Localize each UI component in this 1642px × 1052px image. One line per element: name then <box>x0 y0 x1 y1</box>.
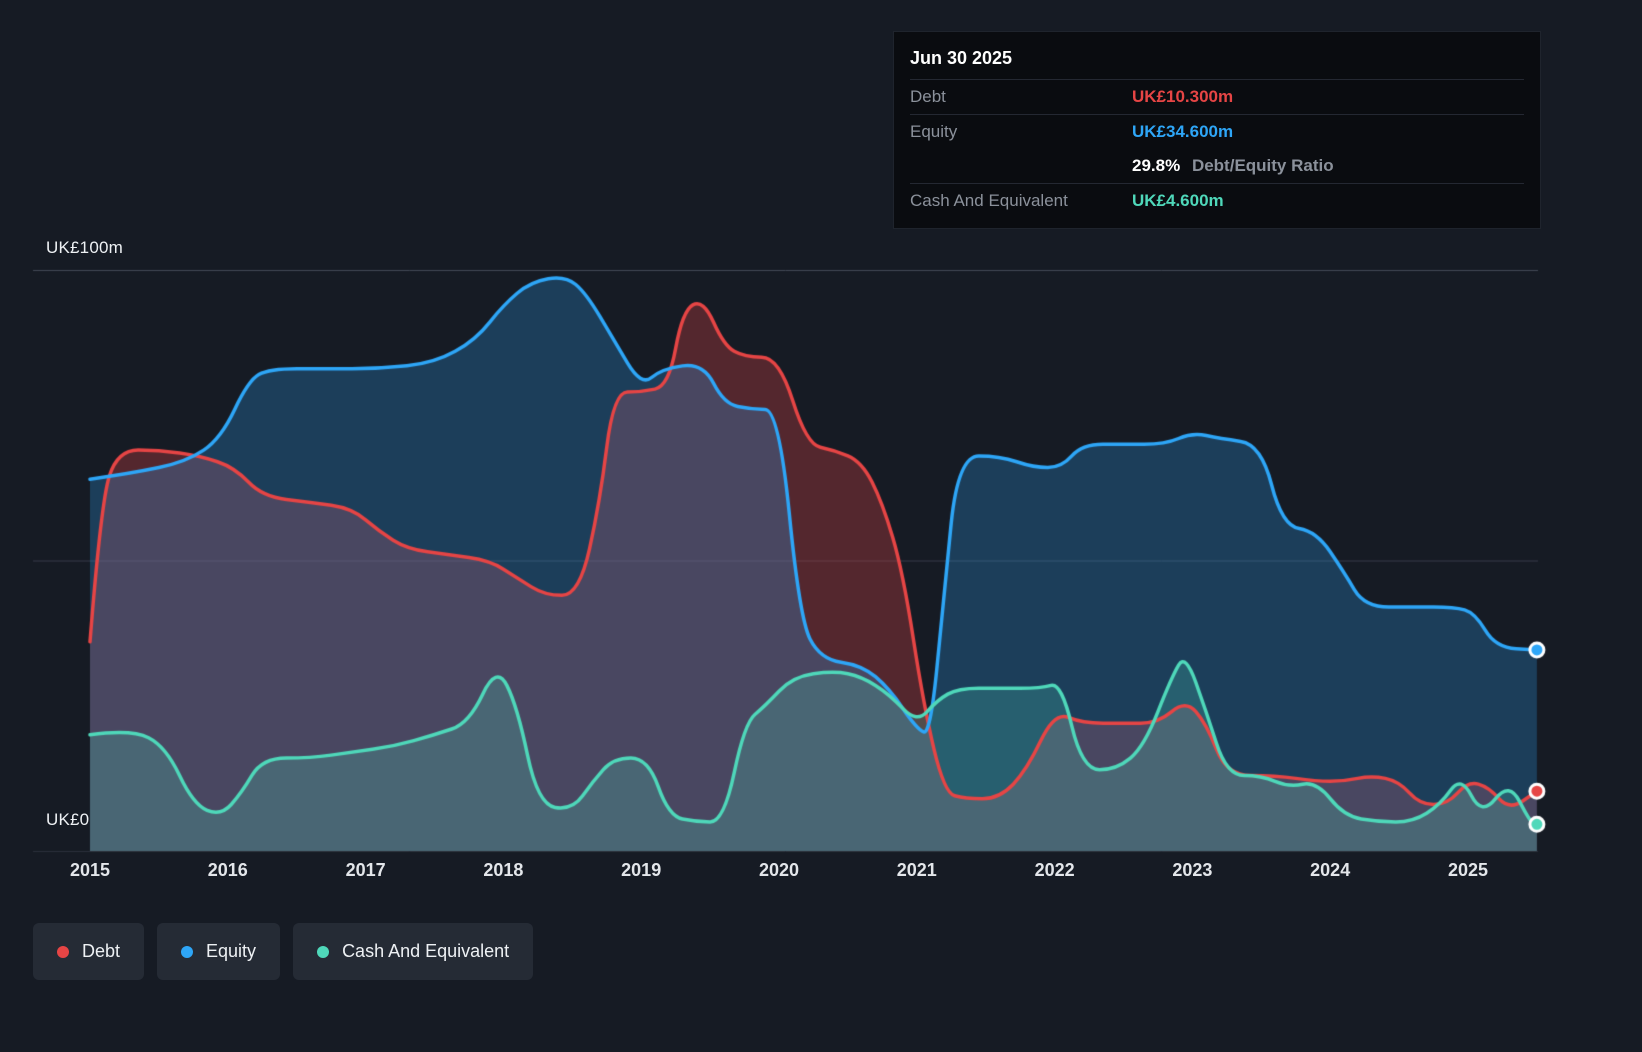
legend-cash-label: Cash And Equivalent <box>342 941 510 961</box>
x-tick: 2015 <box>69 860 111 880</box>
y-axis-label-bottom: UK£0 <box>46 810 90 829</box>
legend-chip-equity[interactable]: Equity <box>157 923 281 980</box>
x-tick: 2024 <box>1310 860 1351 880</box>
tooltip-debt-value: UK£10.300m <box>1132 87 1234 106</box>
x-axis: 2015 2016 2017 2018 2019 2020 2021 2022 2023 2024… <box>0 860 1642 890</box>
tooltip-equity-label: Equity <box>910 122 958 141</box>
debt-dot-icon <box>57 945 69 958</box>
x-tick: 2023 <box>1172 860 1213 880</box>
x-tick: 2022 <box>1034 860 1075 880</box>
tooltip-cash-label: Cash And Equivalent <box>910 191 1068 210</box>
tooltip-row-equity: Equity UK£34.600m <box>910 115 1524 149</box>
legend-equity-label: Equity <box>206 941 257 961</box>
legend-chip-debt[interactable]: Debt <box>33 923 145 980</box>
tooltip-ratio-label: Debt/Equity Ratio <box>1191 156 1334 175</box>
equity-dot-icon <box>181 945 194 958</box>
tooltip-row-debt: Debt UK£10.300m <box>910 80 1524 115</box>
x-tick: 2025 <box>1447 860 1489 880</box>
tooltip-debt-label: Debt <box>910 87 946 106</box>
legend-chip-cash[interactable]: Cash And Equivalent <box>293 923 534 980</box>
tooltip-cash-value: UK£4.600m <box>1132 191 1224 210</box>
y-axis-label-top: UK£100m <box>46 238 123 257</box>
x-tick: 2021 <box>896 860 937 880</box>
x-tick: 2016 <box>207 860 248 880</box>
tooltip-equity-value: UK£34.600m <box>1132 122 1234 141</box>
cash-dot-icon <box>317 945 330 958</box>
tooltip-row-cash: Cash And Equivalent UK£4.600m <box>910 184 1524 218</box>
tooltip: Jun 30 2025 Debt UK£10.300m Equity UK£34… <box>893 31 1541 229</box>
x-tick: 2018 <box>483 860 524 880</box>
tooltip-ratio-value: 29.8% <box>1132 156 1181 175</box>
legend-debt-label: Debt <box>82 941 121 961</box>
tooltip-row-ratio: 29.8% Debt/Equity Ratio <box>910 149 1524 184</box>
x-tick: 2020 <box>758 860 800 880</box>
x-tick: 2017 <box>345 860 386 880</box>
legend: Debt Equity Cash And Equivalent <box>33 923 534 980</box>
tooltip-date: Jun 30 2025 <box>910 46 1524 80</box>
x-tick: 2019 <box>621 860 662 880</box>
